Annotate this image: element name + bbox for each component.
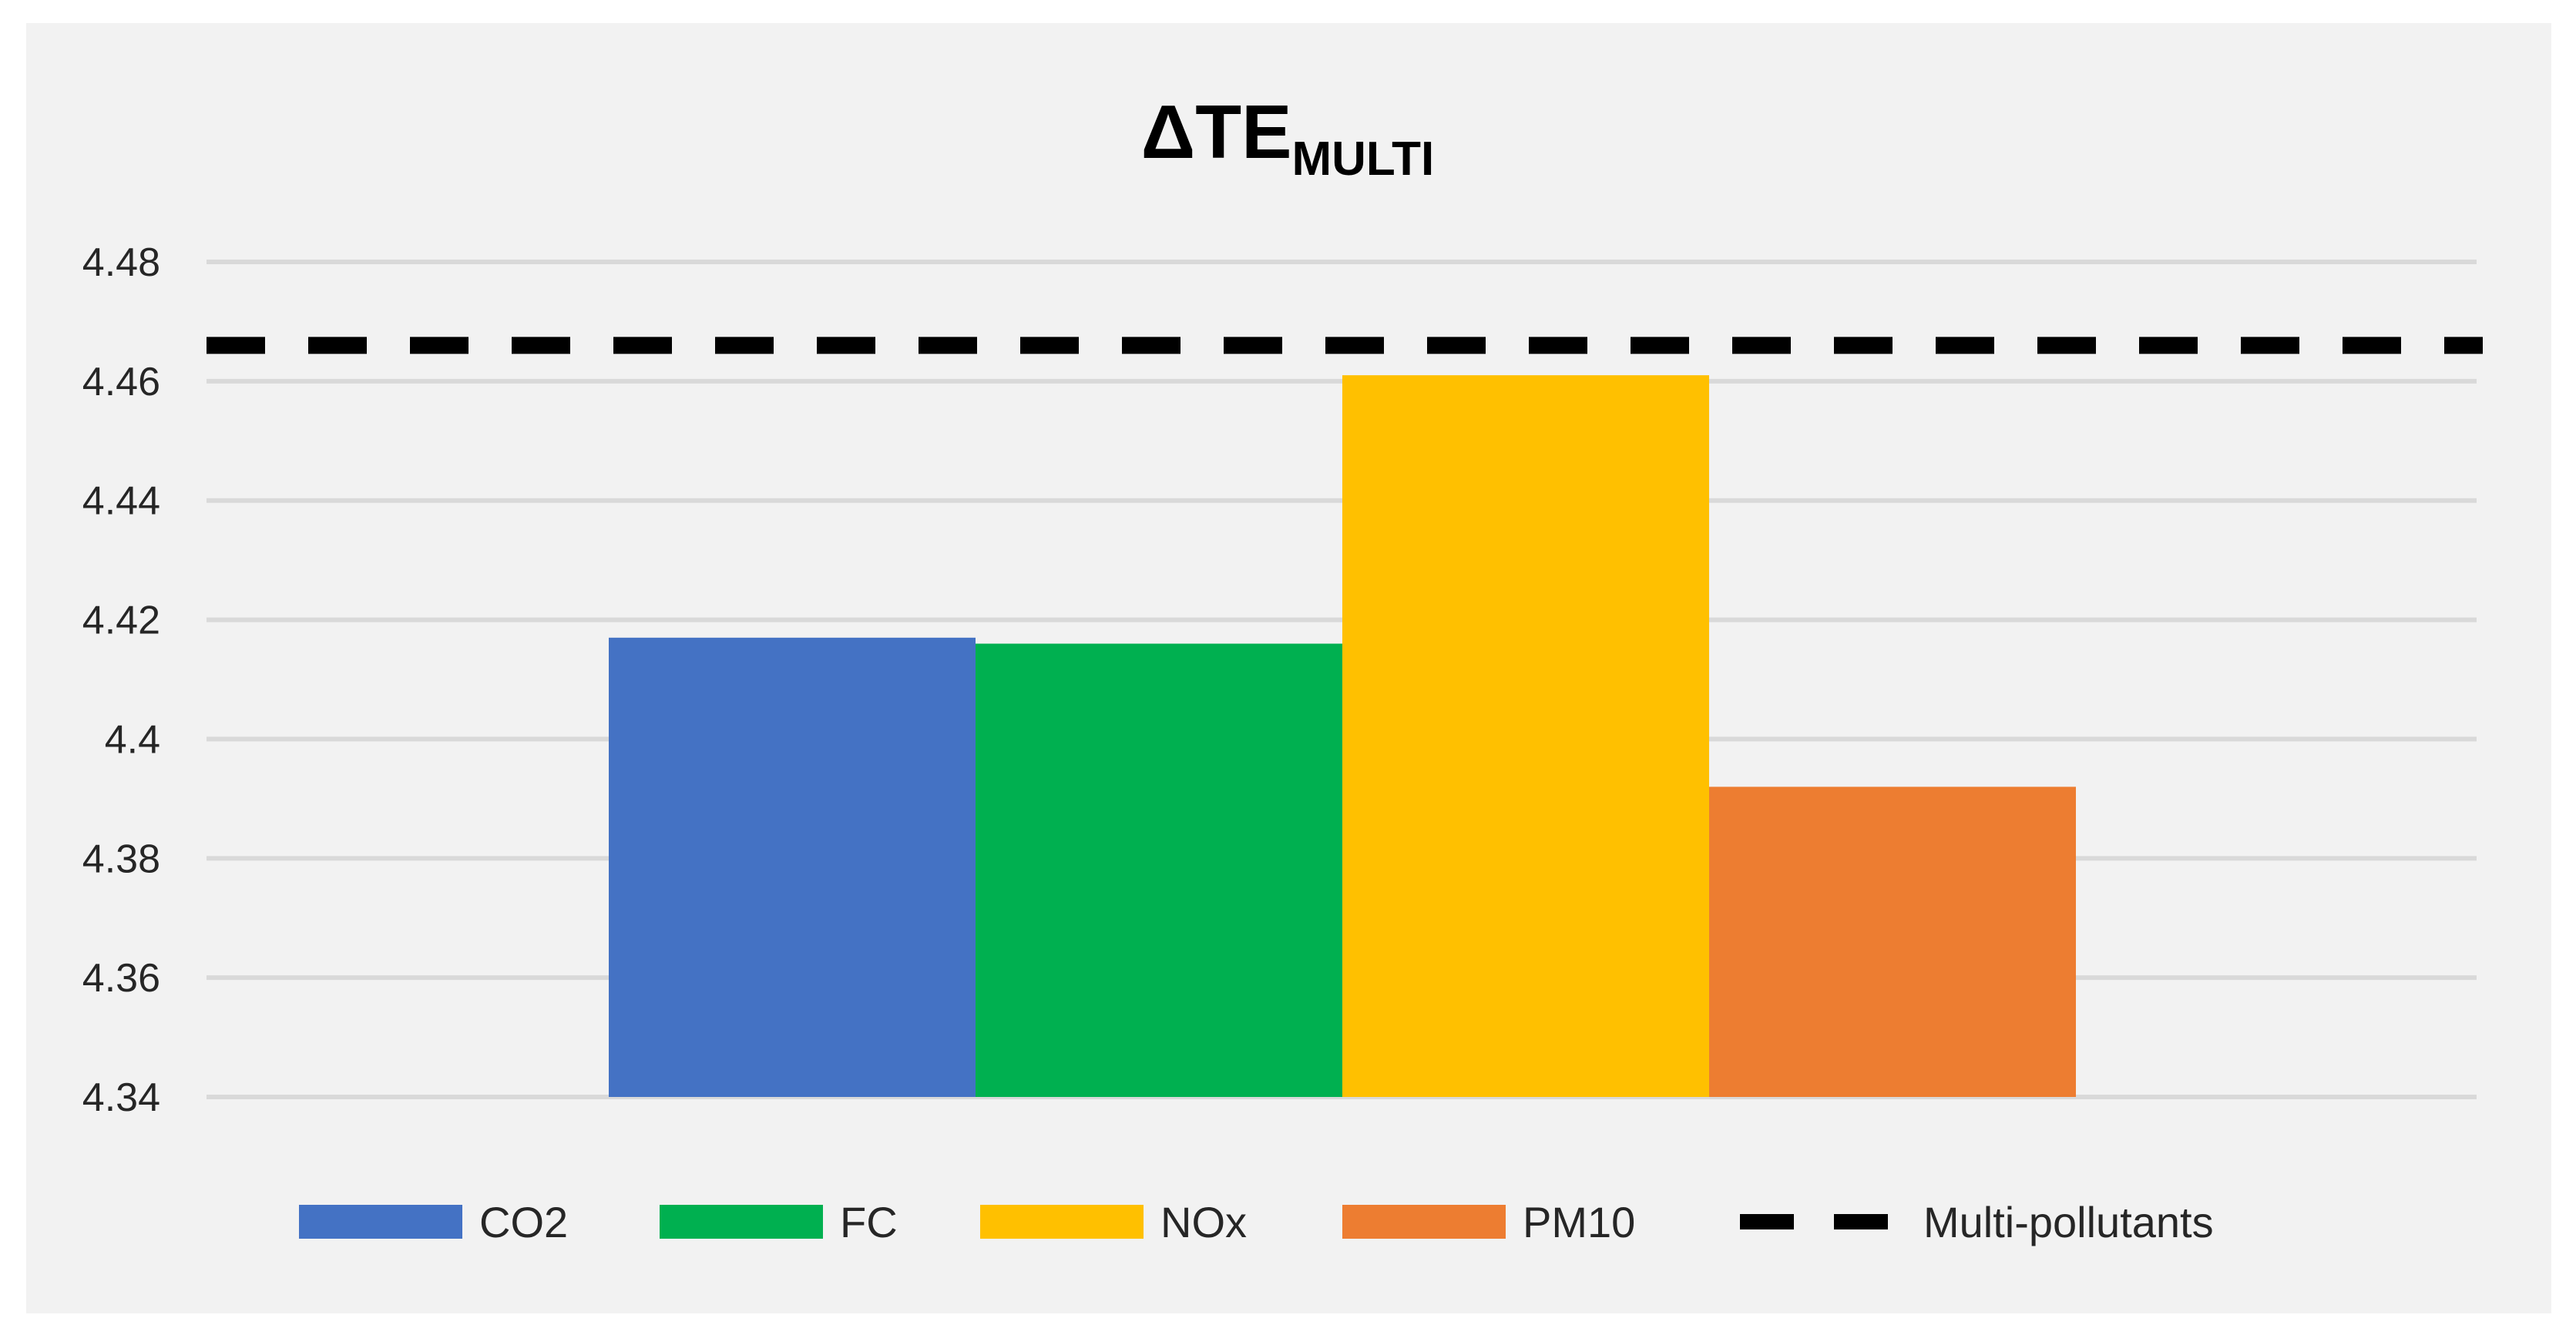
chart-title: ΔTEMULTI: [1141, 89, 1434, 186]
legend-label-nox: NOx: [1160, 1198, 1247, 1246]
y-tick-label: 4.48: [82, 240, 160, 285]
legend-label-pm10: PM10: [1523, 1198, 1635, 1246]
y-tick-label: 4.36: [82, 956, 160, 1001]
legend-swatch-co2: [299, 1205, 462, 1239]
y-tick-label: 4.4: [105, 717, 160, 762]
y-axis-tick-labels: 4.34 4.36 4.38 4.4 4.42 4.44 4.46 4.48: [82, 240, 160, 1120]
y-tick-label: 4.42: [82, 599, 160, 643]
y-tick-label: 4.44: [82, 479, 160, 524]
chart-title-main: ΔTE: [1141, 89, 1292, 174]
bar-nox: [1342, 375, 1709, 1098]
chart-title-subscript: MULTI: [1291, 132, 1434, 186]
bar-fc: [976, 643, 1342, 1097]
bar-co2: [609, 637, 976, 1097]
y-tick-label: 4.34: [82, 1075, 160, 1120]
legend-swatch-nox: [980, 1205, 1144, 1239]
bars: [609, 375, 2076, 1098]
legend: CO2 FC NOx PM10 Multi-pollutants: [299, 1198, 2214, 1246]
legend-swatch-pm10: [1342, 1205, 1506, 1239]
legend-swatch-fc: [660, 1205, 823, 1239]
y-tick-label: 4.46: [82, 360, 160, 404]
bar-pm10: [1709, 787, 2076, 1097]
legend-label-multi-pollutants: Multi-pollutants: [1923, 1198, 2214, 1246]
legend-label-co2: CO2: [479, 1198, 568, 1246]
legend-label-fc: FC: [840, 1198, 898, 1246]
y-tick-label: 4.38: [82, 837, 160, 881]
